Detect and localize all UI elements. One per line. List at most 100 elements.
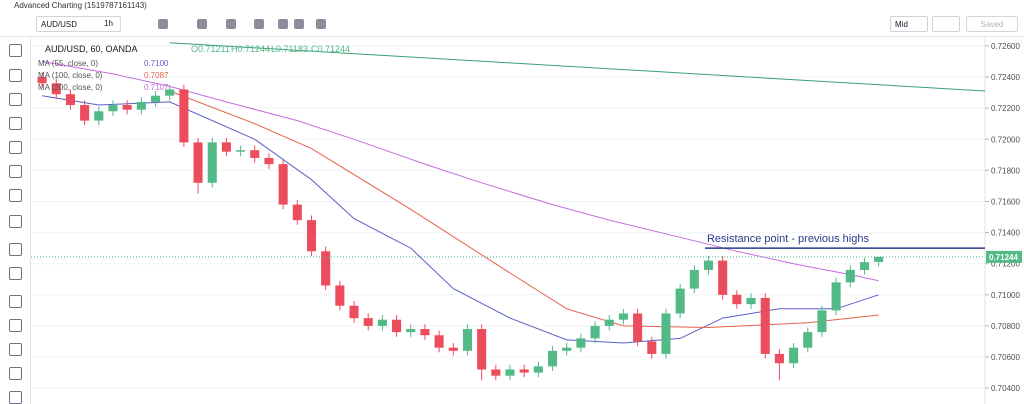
resistance-label: Resistance point - previous highs — [707, 233, 870, 245]
candle-body — [349, 305, 359, 319]
tool-pattern[interactable] — [9, 165, 22, 178]
candle-body — [831, 282, 841, 311]
interval[interactable]: 1h — [104, 19, 113, 28]
candle-body — [533, 366, 543, 373]
legend-symbol: AUD/USD, 60, OANDA — [45, 44, 138, 54]
tool-magnet[interactable] — [9, 295, 22, 308]
y-tick-label: 0.71200 — [991, 260, 1020, 269]
candle-body — [477, 329, 487, 370]
candle-body — [434, 335, 444, 348]
compare[interactable] — [254, 19, 264, 29]
tool-text[interactable] — [9, 141, 22, 154]
tool-prediction[interactable] — [9, 189, 22, 202]
candle-body — [392, 319, 402, 333]
y-tick-label: 0.70800 — [991, 322, 1020, 331]
settings[interactable] — [197, 19, 207, 29]
chart: Resistance point - previous highs AUD/US… — [31, 37, 1022, 404]
candle-body — [335, 285, 345, 306]
price-type[interactable]: Mid — [890, 16, 928, 32]
candle-body — [94, 111, 104, 121]
candle-body — [150, 95, 161, 102]
candle-body — [590, 325, 600, 339]
drawing-toolbar — [0, 37, 31, 404]
candle-body — [179, 89, 189, 143]
chart-style[interactable] — [158, 19, 168, 29]
candle-body — [108, 105, 118, 112]
candle-body — [746, 297, 756, 305]
tool-lock[interactable] — [9, 343, 22, 356]
color-picker[interactable] — [932, 16, 960, 32]
candle-body — [675, 288, 685, 314]
candle-body — [122, 105, 132, 110]
candle-body — [661, 313, 671, 354]
save-button[interactable]: Saved — [966, 16, 1018, 32]
study-name: MA (200, close, 0) — [38, 83, 103, 92]
candle-body — [420, 329, 430, 336]
candle-body — [803, 332, 813, 348]
last-price-label: 0.71244 — [989, 253, 1018, 262]
fullscreen[interactable] — [316, 19, 326, 29]
candle-body — [306, 220, 317, 252]
tool-link[interactable] — [9, 391, 22, 404]
redo[interactable] — [294, 19, 304, 29]
tool-crosshair[interactable] — [9, 44, 22, 57]
candle-body — [760, 297, 770, 354]
candle-body — [505, 369, 515, 376]
y-tick-label: 0.70600 — [991, 353, 1020, 362]
candle-body — [236, 150, 246, 152]
legend-close: C0.71244 — [311, 44, 350, 54]
symbol-search[interactable]: AUD/USD — [36, 16, 121, 32]
candle-body — [448, 347, 458, 351]
tool-back[interactable] — [9, 215, 22, 228]
y-tick-label: 0.71800 — [991, 166, 1020, 175]
study-name: MA (55, close, 0) — [38, 59, 98, 68]
moving-average — [169, 90, 879, 329]
legend-low: L0.71183 — [271, 44, 308, 54]
candle-body — [207, 142, 217, 183]
tool-brush[interactable] — [9, 117, 22, 130]
y-tick-label: 0.72000 — [991, 135, 1020, 144]
candle-body — [548, 350, 558, 367]
candle-body — [774, 353, 784, 364]
candle-body — [51, 83, 61, 95]
legend-open: O0.71211 — [191, 44, 230, 54]
candle-body — [264, 157, 274, 165]
tool-zoom[interactable] — [9, 267, 22, 280]
candle-body — [65, 94, 75, 106]
tool-trendline[interactable] — [9, 69, 22, 82]
candle-body — [689, 269, 699, 289]
y-tick-label: 0.71400 — [991, 229, 1020, 238]
legend-high: H0.71244 — [231, 44, 270, 54]
candle-body — [193, 142, 203, 183]
window-title: Advanced Charting (1519787161143) — [14, 1, 147, 10]
tool-lock-draw[interactable] — [9, 319, 22, 332]
tool-visibility[interactable] — [9, 367, 22, 380]
candle-body — [817, 310, 827, 333]
candle-body — [37, 77, 47, 84]
study-value: 0.7107 — [144, 83, 169, 92]
candle-body — [576, 338, 586, 348]
y-tick-label: 0.71000 — [991, 291, 1020, 300]
study-name: MA (100, close, 0) — [38, 71, 103, 80]
y-tick-label: 0.72600 — [991, 42, 1020, 51]
candle-body — [278, 164, 288, 205]
moving-average — [42, 61, 879, 282]
last-price-box — [986, 250, 1022, 263]
candle-body — [732, 294, 742, 305]
candle-body — [618, 313, 628, 320]
candle-body — [874, 256, 884, 262]
candle-body — [250, 150, 260, 158]
candle-body — [165, 89, 175, 96]
study-value: 0.7100 — [144, 59, 169, 68]
tool-fib[interactable] — [9, 93, 22, 106]
y-tick-label: 0.70400 — [991, 384, 1020, 393]
candle-body — [406, 329, 416, 333]
tool-measure[interactable] — [9, 243, 22, 256]
indicators[interactable] — [226, 19, 236, 29]
candle-body — [321, 251, 331, 286]
undo[interactable] — [278, 19, 288, 29]
candle-body — [845, 269, 855, 283]
candle-body — [604, 319, 614, 326]
candle-body — [647, 341, 657, 354]
candle-body — [80, 105, 90, 121]
